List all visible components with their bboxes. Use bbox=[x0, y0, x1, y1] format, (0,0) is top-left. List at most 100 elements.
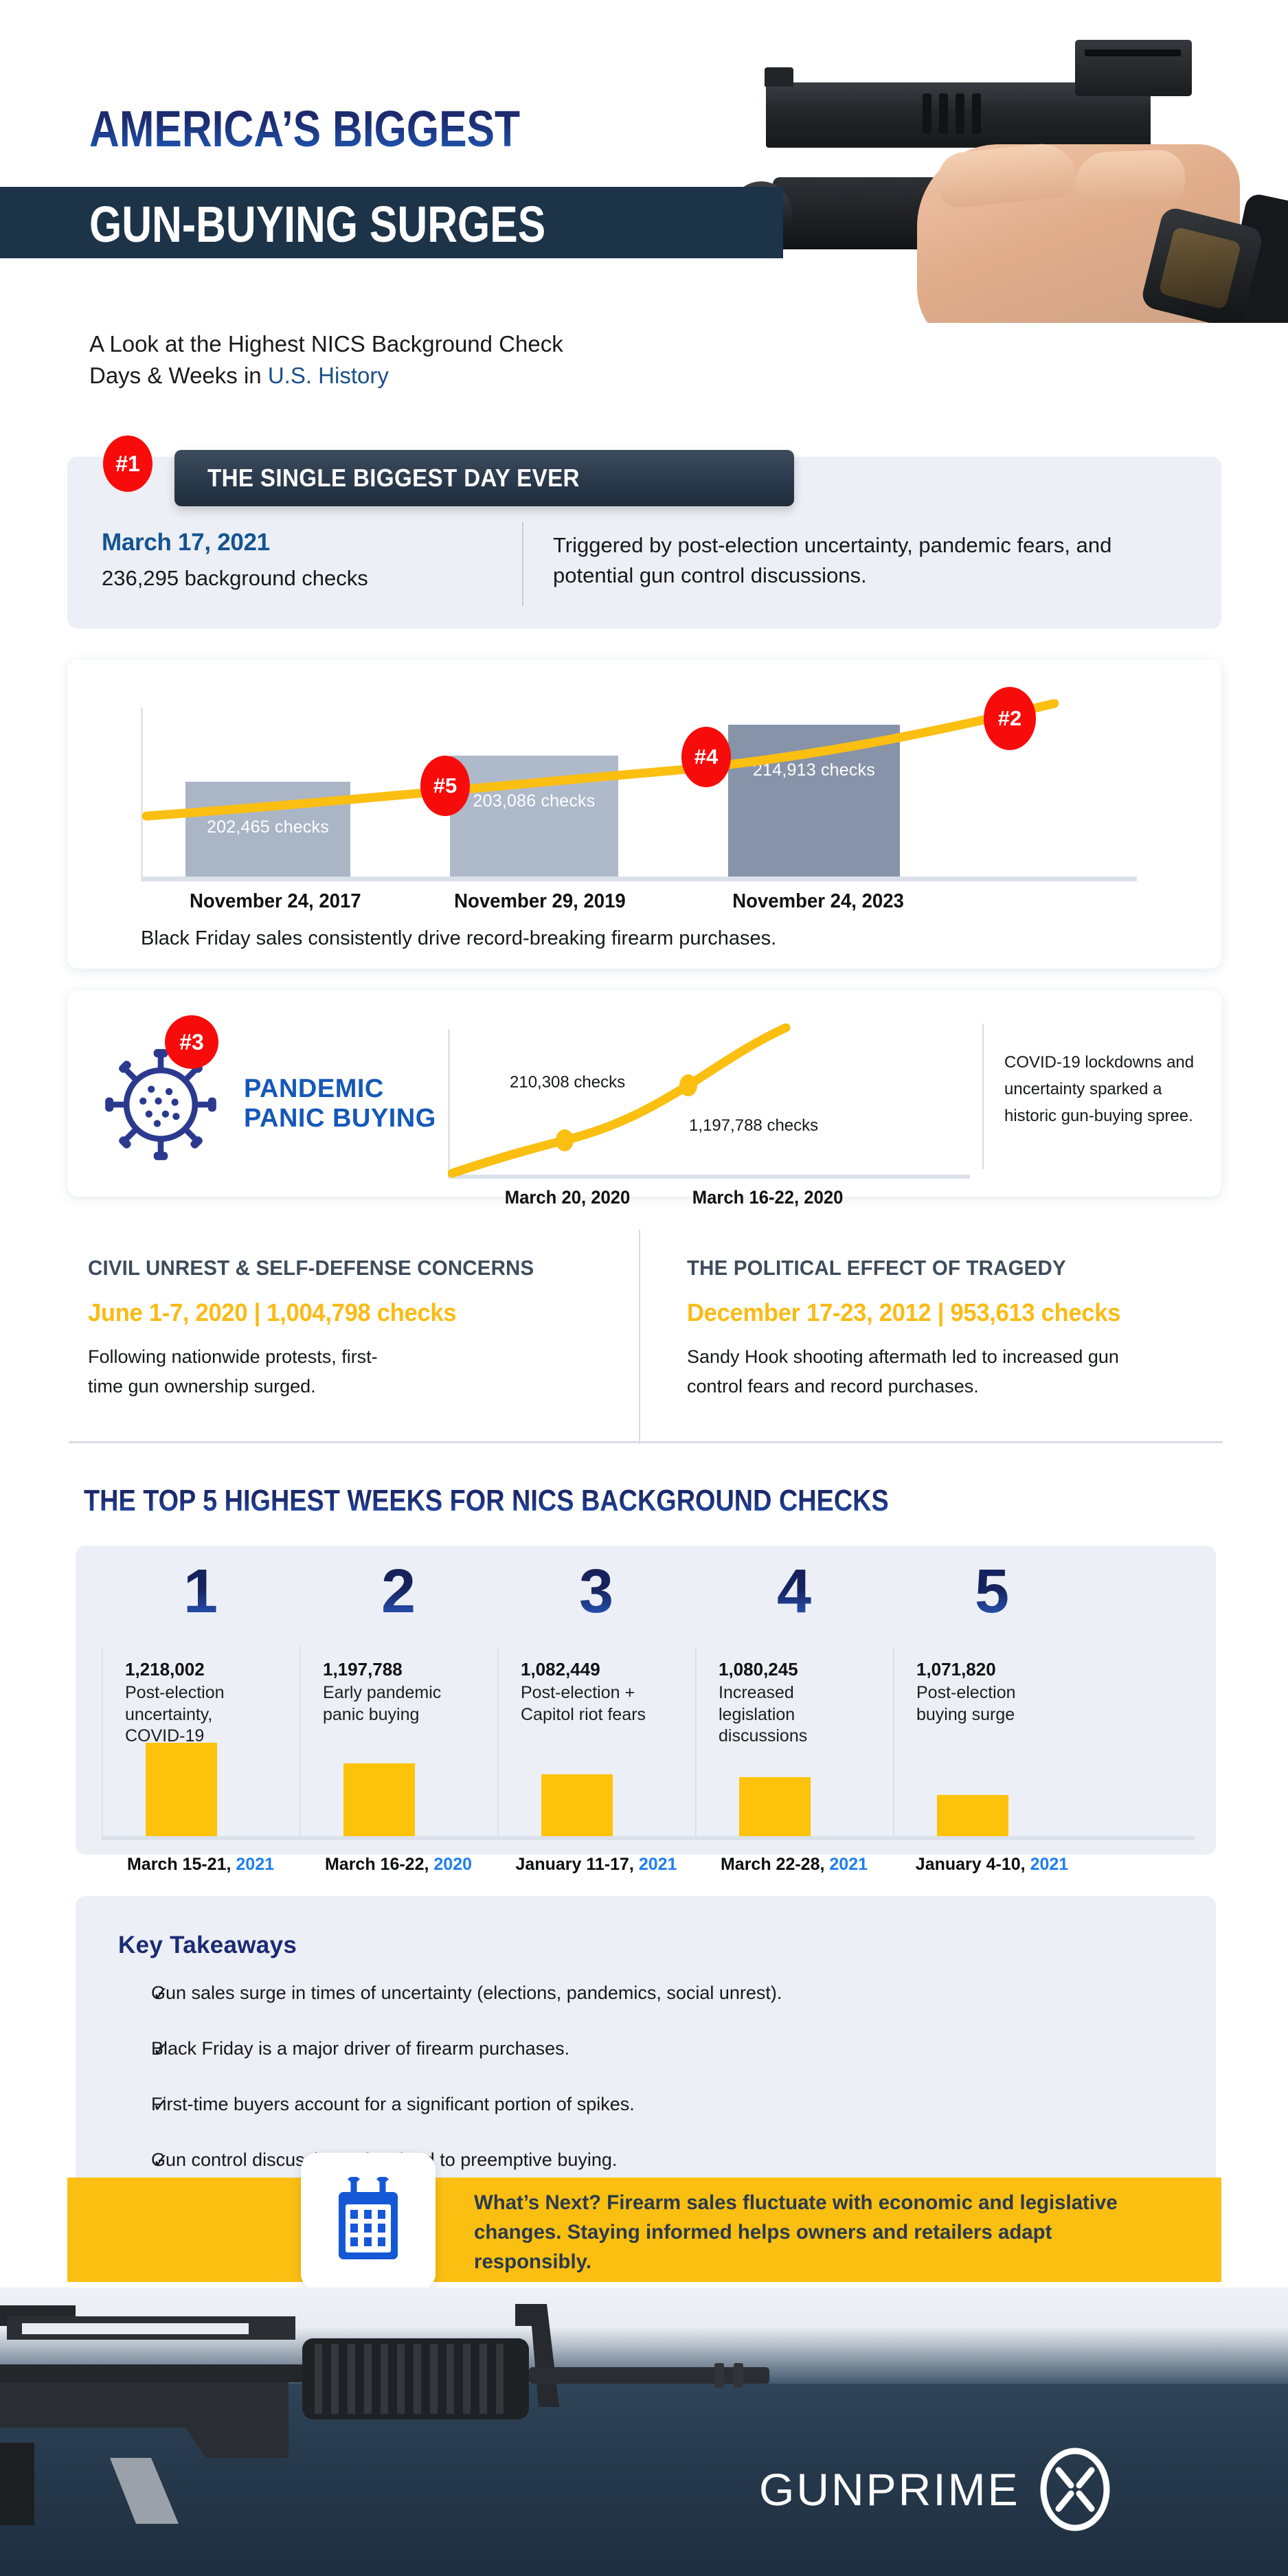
date-text: January 11-17, bbox=[515, 1855, 634, 1874]
biggest-day-ribbon: THE SINGLE BIGGEST DAY EVER bbox=[174, 450, 794, 506]
divider bbox=[982, 1024, 984, 1169]
bar-value-label: 214,913 checks bbox=[753, 760, 875, 780]
top5-value-5: 1,071,820 bbox=[916, 1659, 996, 1680]
year-text: 2021 bbox=[829, 1855, 868, 1874]
pandemic-y-axis bbox=[448, 1029, 450, 1177]
top5-panel-1: 1,218,002 Post-election uncertainty, COV… bbox=[102, 1647, 298, 1838]
check-icon: ✓ bbox=[152, 1983, 169, 2004]
subtitle-line1: A Look at the Highest NICS Background Ch… bbox=[89, 331, 563, 357]
top5-value-1: 1,218,002 bbox=[125, 1659, 205, 1680]
top5-bar-3 bbox=[541, 1774, 613, 1838]
top5-value-2: 1,197,788 bbox=[323, 1659, 403, 1680]
column-civil-unrest: CIVIL UNREST & SELF-DEFENSE CONCERNS Jun… bbox=[88, 1256, 610, 1401]
calendar-icon bbox=[339, 2177, 398, 2259]
rank-badge-1: #1 bbox=[103, 436, 152, 492]
key-takeaways-title: Key Takeaways bbox=[118, 1932, 297, 1958]
bar-value-label: 202,465 checks bbox=[207, 817, 329, 837]
biggest-day-date: March 17, 2021 bbox=[102, 529, 270, 556]
column-stat: June 1-7, 2020 | 1,004,798 checks bbox=[88, 1298, 457, 1326]
biggest-day-checks: 236,295 background checks bbox=[102, 566, 368, 590]
check-icon: ✓ bbox=[152, 2150, 169, 2171]
column-body-line1: Following nationwide protests, first- bbox=[88, 1346, 378, 1367]
divider bbox=[522, 522, 523, 606]
top5-x-label-2: March 16-22, 2020 bbox=[300, 1855, 497, 1875]
ribbon-label: THE SINGLE BIGGEST DAY EVER bbox=[207, 464, 580, 492]
page-subtitle: A Look at the Highest NICS Background Ch… bbox=[89, 328, 776, 391]
top5-rank-1: 1 bbox=[102, 1561, 300, 1623]
top5-x-label-4: March 22-28, 2021 bbox=[695, 1855, 893, 1875]
check-icon: ✓ bbox=[152, 2094, 169, 2116]
chart-y-axis bbox=[141, 708, 143, 878]
x-axis-label-0: November 24, 2017 bbox=[190, 890, 361, 912]
biggest-day-description: Triggered by post-election uncertainty, … bbox=[553, 533, 1112, 588]
pandemic-x-label-1: March 16-22, 2020 bbox=[692, 1187, 844, 1208]
column-political-effect: THE POLITICAL EFFECT OF TRAGEDY December… bbox=[687, 1256, 1230, 1401]
pandemic-title-line1: PANDEMIC bbox=[244, 1074, 384, 1103]
column-body-line1: Sandy Hook shooting aftermath led to inc… bbox=[687, 1346, 1119, 1367]
date-text: March 15-21, bbox=[126, 1855, 231, 1874]
pandemic-description: COVID-19 lockdowns and uncertainty spark… bbox=[1004, 1053, 1195, 1125]
top5-bar-4 bbox=[739, 1777, 811, 1838]
top5-desc-2: Early pandemic panic buying bbox=[323, 1683, 442, 1724]
brand-name: GUNPRIME bbox=[759, 2464, 1020, 2515]
pistol-front-sight bbox=[765, 67, 793, 87]
top5-x-label-5: January 4-10, 2021 bbox=[893, 1855, 1091, 1875]
top5-section-heading: THE TOP 5 HIGHEST WEEKS FOR NICS BACKGRO… bbox=[84, 1484, 889, 1517]
pandemic-title-line2: PANIC BUYING bbox=[244, 1103, 436, 1133]
section-divider bbox=[69, 1441, 1223, 1443]
top5-rank-2: 2 bbox=[300, 1561, 497, 1623]
top5-rank-3: 3 bbox=[497, 1561, 695, 1623]
bar-black-friday-0: 202,465 checks bbox=[185, 782, 350, 877]
column-heading: THE POLITICAL EFFECT OF TRAGEDY bbox=[687, 1256, 1066, 1280]
crosshair-circle-icon bbox=[1040, 2448, 1110, 2531]
page-title-line2: GUN-BUYING SURGES bbox=[89, 196, 546, 253]
biggest-day-left: March 17, 2021 236,295 background checks bbox=[102, 529, 368, 591]
column-body-line2: time gun ownership surged. bbox=[88, 1376, 316, 1397]
top5-desc-3: Post-election + Capitol riot fears bbox=[521, 1683, 646, 1724]
rank-badge-2: #2 bbox=[984, 687, 1036, 750]
top5-bar-1 bbox=[146, 1743, 217, 1838]
whats-next-banner bbox=[67, 2178, 1221, 2282]
year-text: 2020 bbox=[433, 1855, 473, 1874]
title-band bbox=[0, 187, 783, 258]
takeaway-item-3: First-time buyers account for a signific… bbox=[151, 2094, 635, 2114]
header: AMERICA’S BIGGEST GUN-BUYING SURGES A Lo… bbox=[0, 0, 1288, 388]
top5-desc-5: Post-election buying surge bbox=[916, 1683, 1016, 1724]
top5-panel-3: 1,082,449 Post-election + Capitol riot f… bbox=[497, 1647, 694, 1838]
pandemic-value-1: 1,197,788 checks bbox=[689, 1116, 819, 1135]
coronavirus-icon bbox=[105, 1049, 216, 1160]
top5-x-label-3: January 11-17, 2021 bbox=[497, 1855, 695, 1875]
thumb bbox=[1074, 149, 1186, 205]
top5-desc-4: Increased legislation discussions bbox=[719, 1683, 808, 1745]
column-stat: December 17-23, 2012 | 953,613 checks bbox=[687, 1298, 1121, 1326]
whats-next-icon-box bbox=[301, 2153, 436, 2290]
rank-badge-3: #3 bbox=[165, 1015, 218, 1069]
hand-holding-pistol-photo bbox=[711, 27, 1288, 323]
pandemic-title: PANDEMIC PANIC BUYING bbox=[244, 1074, 436, 1133]
top5-panel-4: 1,080,245 Increased legislation discussi… bbox=[695, 1647, 892, 1838]
column-body-line2: control fears and record purchases. bbox=[687, 1376, 979, 1397]
column-heading: CIVIL UNREST & SELF-DEFENSE CONCERNS bbox=[88, 1256, 534, 1280]
footer-logo[interactable]: GUNPRIME bbox=[759, 2445, 1112, 2533]
ar15-rifle-photo bbox=[0, 2304, 769, 2525]
top5-value-3: 1,082,449 bbox=[521, 1659, 600, 1680]
bar-black-friday-1: 203,086 checks bbox=[450, 756, 618, 877]
top5-x-axis bbox=[102, 1836, 1195, 1840]
whats-next-text: What’s Next? Firearm sales fluctuate wit… bbox=[474, 2191, 1118, 2274]
year-text: 2021 bbox=[1030, 1855, 1069, 1874]
bar-value-label: 203,086 checks bbox=[473, 791, 596, 811]
column-body: Following nationwide protests, first- ti… bbox=[88, 1342, 610, 1401]
x-axis-label-2: November 24, 2023 bbox=[732, 890, 904, 912]
divider bbox=[639, 1230, 640, 1444]
check-icon: ✓ bbox=[152, 2039, 169, 2060]
top5-panel-5: 1,071,820 Post-election buying surge bbox=[893, 1647, 1089, 1838]
red-dot-optic bbox=[1075, 40, 1192, 96]
top5-rank-5: 5 bbox=[893, 1561, 1091, 1623]
rank-badge-5: #5 bbox=[420, 756, 470, 816]
top5-bar-2 bbox=[343, 1763, 415, 1838]
takeaway-item-2: Black Friday is a major driver of firear… bbox=[151, 2038, 570, 2059]
black-friday-note: Black Friday sales consistently drive re… bbox=[141, 927, 777, 949]
top5-panel-2: 1,197,788 Early pandemic panic buying bbox=[300, 1647, 496, 1838]
chart-x-axis bbox=[141, 877, 1137, 881]
